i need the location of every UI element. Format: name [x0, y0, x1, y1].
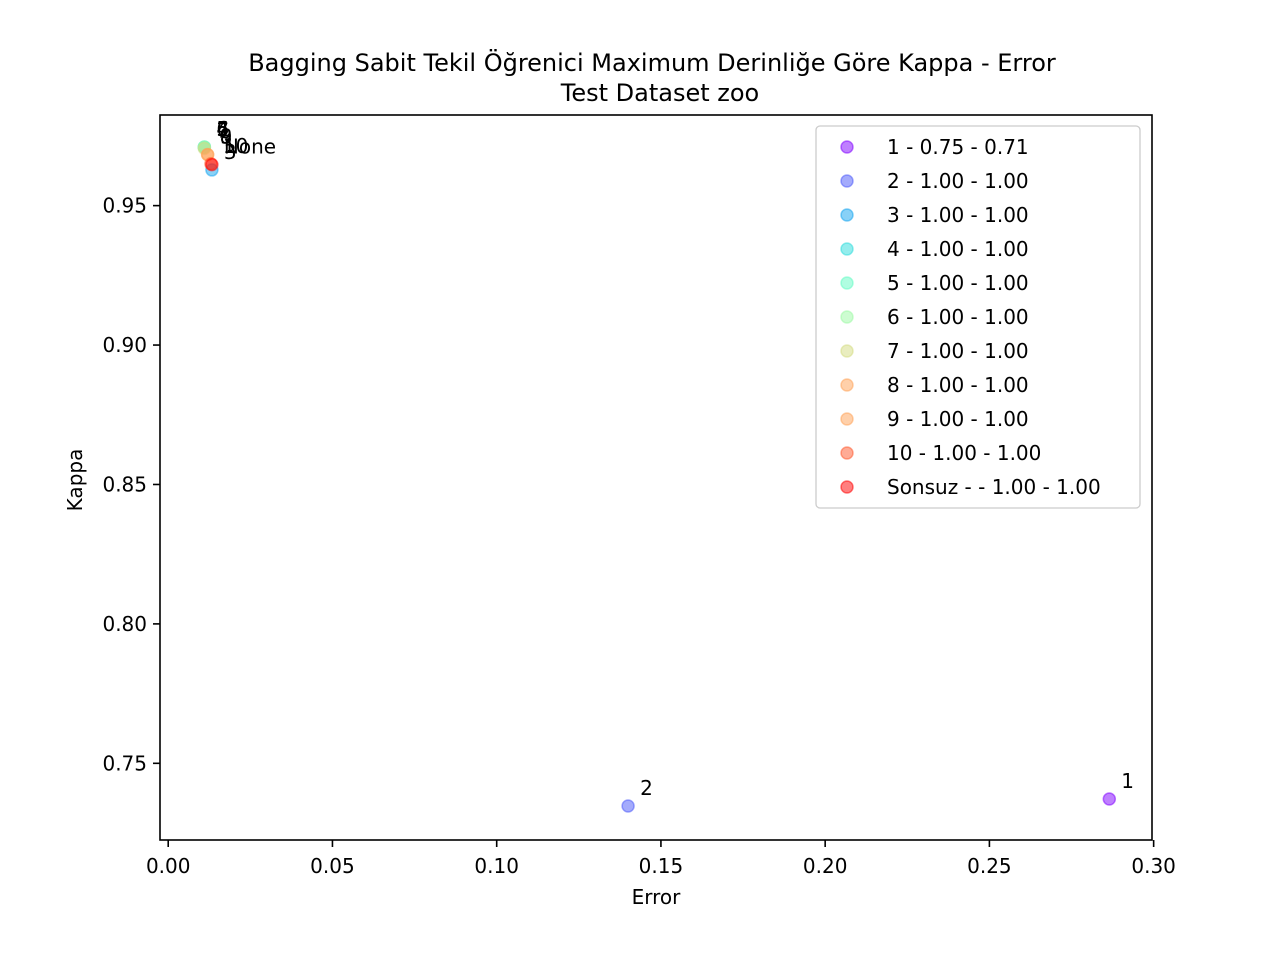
x-tick-label: 0.20 [803, 854, 848, 878]
point-label: 7 [216, 118, 229, 142]
point-label: 4 [216, 117, 229, 141]
legend-entry: 3 - 1.00 - 1.00 [887, 203, 1029, 227]
y-axis-label: Kappa [63, 449, 87, 512]
legend-marker [840, 174, 854, 188]
y-tick-label: 0.95 [102, 194, 147, 218]
x-tick-label: 0.30 [1131, 854, 1176, 878]
legend-marker [840, 378, 854, 392]
point-label: 2 [640, 776, 653, 800]
point-label: 5 [216, 117, 229, 141]
point-label: 10 [223, 134, 248, 158]
x-axis: 0.00 0.05 0.10 0.15 0.20 0.25 0.30 [146, 840, 1176, 878]
point-label: None [224, 135, 276, 159]
legend-marker [840, 208, 854, 222]
chart-title: Bagging Sabit Tekil Öğrenici Maximum Der… [248, 48, 1056, 77]
legend-entry: 2 - 1.00 - 1.00 [887, 169, 1029, 193]
point-label: 3 [224, 140, 237, 164]
x-tick-label: 0.15 [639, 854, 684, 878]
legend-marker [840, 344, 854, 358]
data-point [1102, 792, 1117, 806]
legend-marker [840, 310, 854, 324]
plot-area-frame [159, 114, 1153, 841]
y-axis: 0.75 0.80 0.85 0.90 0.95 [102, 194, 160, 775]
legend-entry: 6 - 1.00 - 1.00 [887, 305, 1029, 329]
point-label: 9 [220, 125, 233, 149]
legend: 1 - 0.75 - 0.71 2 - 1.00 - 1.00 3 - 1.00 -… [815, 125, 1141, 509]
x-axis-label: Error [632, 885, 682, 909]
x-tick-label: 0.00 [146, 854, 191, 878]
legend-entry: 5 - 1.00 - 1.00 [887, 271, 1029, 295]
x-tick-label: 0.05 [310, 854, 355, 878]
points-layer [197, 140, 1117, 813]
x-tick-label: 0.10 [474, 854, 519, 878]
legend-entry: Sonsuz - - 1.00 - 1.00 [887, 475, 1101, 499]
legend-frame [815, 125, 1141, 509]
legend-marker [840, 140, 854, 154]
legend-entry: 1 - 0.75 - 0.71 [887, 135, 1029, 159]
data-point [205, 157, 219, 172]
legend-entry: 7 - 1.00 - 1.00 [887, 339, 1029, 363]
chart-subtitle: Test Dataset zoo [560, 79, 759, 107]
legend-marker [840, 412, 854, 426]
y-tick-label: 0.80 [102, 612, 147, 636]
legend-marker [840, 480, 854, 494]
legend-entry: 10 - 1.00 - 1.00 [887, 441, 1041, 465]
point-label: 6 [216, 117, 229, 141]
point-label: 8 [220, 125, 233, 149]
y-tick-label: 0.85 [102, 472, 147, 496]
y-tick-label: 0.75 [102, 751, 147, 775]
legend-marker [840, 242, 854, 256]
point-label: 1 [1121, 769, 1134, 793]
legend-entry: 8 - 1.00 - 1.00 [887, 373, 1029, 397]
y-tick-label: 0.90 [102, 333, 147, 357]
legend-marker [840, 276, 854, 290]
data-point [621, 799, 635, 813]
x-tick-label: 0.25 [967, 854, 1012, 878]
legend-entry: 9 - 1.00 - 1.00 [887, 407, 1029, 431]
legend-entry: 4 - 1.00 - 1.00 [887, 237, 1029, 261]
legend-marker [840, 446, 854, 460]
